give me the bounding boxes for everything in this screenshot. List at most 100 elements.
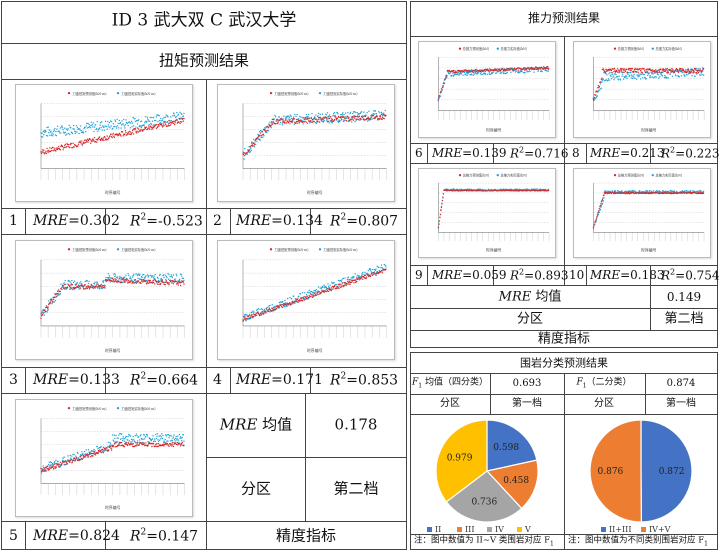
- pred-point: [75, 283, 78, 285]
- real-point: [119, 275, 121, 278]
- real-point: [103, 126, 105, 129]
- real-point: [40, 132, 42, 134]
- real-point: [274, 307, 276, 310]
- pred-point: [111, 136, 113, 139]
- real-point: [344, 116, 346, 118]
- real-point: [144, 122, 146, 124]
- pred-point: [632, 71, 635, 73]
- pred-point: [83, 287, 85, 290]
- pred-point: [99, 450, 102, 452]
- pie-label: 0.458: [503, 476, 529, 486]
- pred-point: [154, 445, 156, 447]
- real-point: [176, 275, 178, 277]
- real-point: [629, 71, 632, 74]
- real-point: [69, 454, 71, 457]
- real-point: [246, 153, 249, 155]
- thrust-panel: [410, 1, 718, 348]
- real-point: [376, 115, 378, 117]
- real-point: [606, 74, 608, 76]
- real-point: [152, 277, 155, 279]
- pred-point: [592, 98, 595, 100]
- metric-10-mre: MRE=0.183: [590, 268, 665, 282]
- real-point: [127, 435, 129, 437]
- real-point: [383, 263, 385, 266]
- real-point: [598, 211, 601, 213]
- pred-point: [179, 282, 181, 284]
- real-point: [62, 283, 64, 285]
- legend-real-label: 刀盘扭矩实际值(kN·m): [323, 91, 357, 96]
- real-point: [54, 292, 56, 295]
- pred-point: [546, 65, 549, 68]
- pred-point: [69, 287, 71, 289]
- real-point: [170, 440, 172, 442]
- real-point: [132, 275, 134, 277]
- pred-point: [178, 281, 180, 284]
- real-point: [73, 280, 76, 282]
- pred-point: [123, 446, 126, 448]
- real-point: [53, 129, 55, 131]
- pred-point: [89, 456, 92, 458]
- real-point: [596, 217, 598, 219]
- pred-point: [438, 220, 441, 222]
- pred-point: [665, 69, 668, 71]
- pred-point: [117, 135, 119, 137]
- real-point: [77, 452, 79, 455]
- real-point: [692, 189, 694, 192]
- pred-point: [331, 119, 334, 121]
- pred-point: [155, 443, 157, 446]
- real-point: [174, 440, 176, 442]
- real-point: [80, 281, 82, 283]
- pred-point: [152, 279, 154, 282]
- pred-point: [42, 311, 44, 314]
- real-point: [358, 277, 361, 280]
- pred-point: [367, 274, 369, 277]
- real-point: [312, 294, 314, 297]
- pred-point: [273, 119, 275, 121]
- real-point: [329, 284, 331, 286]
- real-point: [141, 276, 143, 279]
- pred-point: [147, 282, 150, 285]
- real-point: [640, 78, 642, 80]
- real-point: [695, 67, 697, 70]
- real-point: [57, 464, 60, 467]
- real-point: [118, 281, 121, 283]
- real-point: [178, 433, 181, 436]
- pred-point: [137, 131, 139, 133]
- real-point: [181, 277, 183, 279]
- real-point: [151, 276, 153, 278]
- real-point: [537, 70, 539, 73]
- pred-point: [686, 71, 689, 73]
- real-point: [150, 440, 153, 442]
- real-point: [137, 436, 140, 438]
- pred-point: [623, 71, 625, 74]
- legend-real-label: 刀盘扭矩实际值(kN·m): [121, 406, 155, 411]
- pred-point: [268, 308, 270, 311]
- real-point: [357, 114, 359, 116]
- real-point: [87, 282, 90, 285]
- pred-point: [139, 130, 142, 132]
- pred-point: [64, 143, 66, 146]
- real-point: [174, 278, 176, 280]
- real-point: [595, 220, 597, 223]
- real-point: [375, 112, 378, 115]
- legend-label: IV: [495, 525, 504, 534]
- pred-point: [308, 294, 310, 297]
- pred-point: [611, 71, 613, 74]
- pred-point: [101, 137, 103, 139]
- real-point: [128, 274, 130, 277]
- pred-point: [369, 275, 372, 278]
- pred-point: [136, 130, 138, 132]
- real-point: [82, 452, 84, 455]
- real-point: [699, 74, 702, 76]
- pred-point: [155, 124, 157, 126]
- real-point: [159, 273, 161, 276]
- real-point: [61, 288, 63, 291]
- real-point: [96, 120, 98, 123]
- pred-point: [376, 116, 378, 118]
- real-point: [282, 118, 284, 120]
- real-point: [152, 117, 155, 119]
- real-point: [626, 77, 628, 80]
- real-point: [122, 281, 124, 283]
- real-point: [50, 130, 52, 132]
- rock-zone4-value: 第一档: [512, 398, 542, 409]
